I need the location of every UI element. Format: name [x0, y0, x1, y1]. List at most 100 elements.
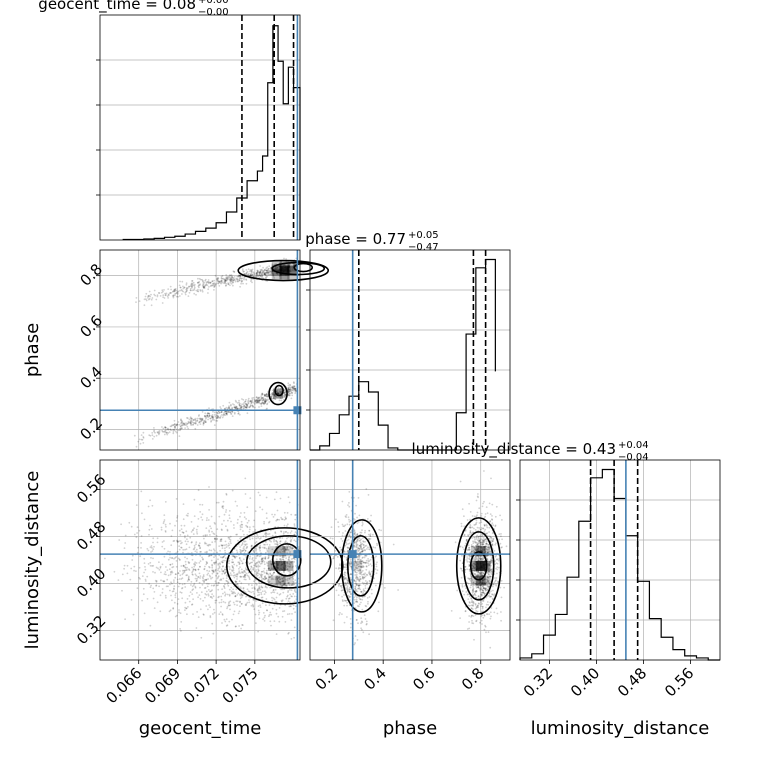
sample-point — [121, 573, 124, 576]
sample-point — [213, 284, 216, 287]
sample-point — [459, 559, 462, 562]
sample-point — [287, 387, 289, 390]
sample-point — [201, 513, 204, 516]
sample-point — [243, 401, 246, 404]
sample-point — [230, 279, 232, 282]
sample-point — [244, 406, 247, 409]
sample-point — [480, 619, 483, 622]
sample-point — [242, 403, 245, 406]
sample-point — [230, 274, 233, 276]
sample-point — [229, 608, 231, 611]
title-value: 0.08 — [163, 0, 196, 13]
sample-point — [184, 609, 186, 611]
sample-point — [257, 613, 260, 616]
sample-point — [213, 419, 216, 421]
sample-point — [197, 290, 200, 293]
sample-point — [254, 276, 257, 278]
sample-point — [208, 570, 211, 572]
sample-point — [192, 568, 195, 570]
sample-point — [260, 559, 263, 561]
sample-point — [261, 272, 264, 274]
sample-point — [275, 601, 278, 603]
sample-point — [229, 278, 232, 281]
sample-point — [483, 592, 486, 595]
sample-point — [272, 516, 275, 518]
sample-point — [252, 271, 255, 274]
sample-point — [290, 265, 293, 268]
sample-point — [147, 505, 150, 508]
sample-point — [223, 519, 225, 522]
sample-point — [262, 270, 265, 273]
sample-point — [233, 270, 236, 273]
sample-point — [207, 578, 210, 580]
title-param: phase — [305, 230, 350, 248]
sample-point — [288, 390, 290, 393]
sample-point — [238, 567, 240, 570]
title-eq: = — [350, 230, 372, 248]
sample-point — [258, 555, 261, 558]
sample-point — [284, 518, 287, 520]
sample-point — [194, 419, 197, 422]
sample-point — [258, 548, 261, 550]
sample-point — [232, 279, 235, 282]
sample-point — [174, 294, 176, 297]
sample-point — [220, 538, 223, 541]
sample-point — [240, 520, 243, 523]
sample-point — [211, 414, 214, 416]
sample-point — [244, 549, 247, 552]
sample-point — [263, 561, 266, 563]
sample-point — [256, 274, 258, 277]
sample-point — [241, 277, 244, 280]
sample-point — [470, 616, 472, 618]
sample-point — [177, 429, 180, 432]
sample-point — [283, 511, 286, 514]
sample-point — [254, 613, 257, 616]
sample-point — [263, 273, 266, 276]
sample-point — [226, 278, 229, 281]
sample-point — [290, 540, 292, 543]
sample-point — [149, 524, 151, 527]
sample-point — [361, 537, 364, 539]
sample-point — [186, 598, 189, 600]
sample-point — [188, 285, 191, 288]
sample-point — [235, 406, 238, 409]
sample-point — [223, 585, 226, 588]
sample-point — [177, 290, 180, 293]
sample-point — [192, 284, 195, 287]
sample-point — [241, 602, 243, 605]
sample-point — [251, 401, 254, 404]
sample-point — [179, 542, 182, 545]
sample-point — [240, 406, 242, 409]
sample-point — [474, 538, 476, 541]
sample-point — [258, 399, 261, 402]
sample-point — [261, 273, 264, 276]
sample-point — [132, 613, 135, 616]
sample-point — [178, 548, 181, 551]
sample-point — [232, 284, 234, 287]
sample-point — [290, 530, 293, 532]
sample-point — [212, 410, 214, 413]
sample-point — [236, 522, 239, 524]
sample-point — [153, 607, 156, 609]
sample-point — [236, 407, 239, 409]
sample-point — [159, 295, 162, 297]
sample-point — [368, 570, 371, 573]
sample-point — [289, 589, 291, 591]
sample-point — [191, 286, 193, 289]
sample-point — [292, 385, 295, 388]
sample-point — [196, 281, 199, 284]
sample-point — [213, 556, 215, 559]
sample-point — [233, 527, 235, 529]
sample-point — [160, 579, 162, 582]
title-plus: +0.00 — [198, 0, 229, 6]
sample-point — [362, 631, 365, 634]
sample-point — [344, 582, 347, 585]
sample-point — [485, 631, 487, 634]
sample-point — [277, 392, 280, 394]
sample-point — [469, 602, 471, 604]
sample-point — [155, 298, 158, 301]
sample-point — [473, 638, 475, 641]
sample-point — [332, 619, 335, 622]
sample-point — [257, 397, 259, 399]
sample-point — [223, 411, 226, 414]
